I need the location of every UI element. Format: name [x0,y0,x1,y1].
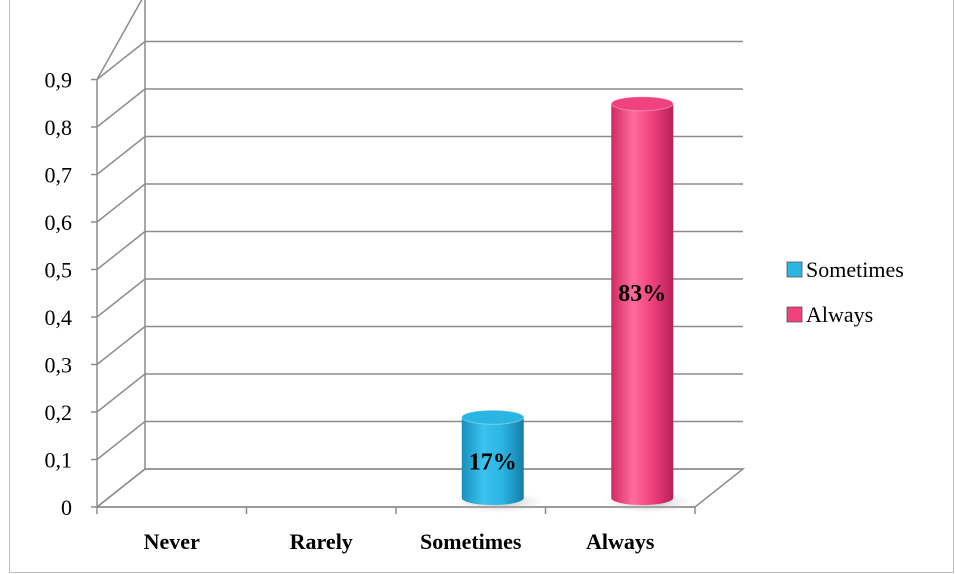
bar-top [461,409,525,425]
side-wall-top-edge [96,0,143,80]
gridline-side [96,40,146,81]
y-axis: 0 0,1 0,2 0,3 0,4 0,5 0,6 0,7 0,8 0,9 [45,68,98,520]
x-category-label: Never [144,529,200,554]
x-category-label: Rarely [290,529,353,554]
y-tick-label: 0,3 [45,353,73,378]
gridline-side [96,420,146,461]
legend-label: Sometimes [806,257,904,282]
gridline-side [96,88,146,128]
bar-body [461,417,524,506]
x-axis: Never Rarely Sometimes Always [96,506,696,554]
gridline-side [96,183,146,223]
gridline-side [96,230,146,271]
legend-item-sometimes: Sometimes [786,257,904,282]
legend-label: Always [806,302,873,327]
data-label: 17% [469,450,517,476]
bars: 17% 83% [453,96,694,513]
data-label: 83% [618,281,666,307]
y-tick-label: 0,6 [45,210,73,235]
gridline-side [96,468,146,508]
legend-item-always: Always [786,302,873,327]
legend-swatch [786,306,803,323]
y-tick-label: 0,7 [45,163,73,188]
legend: Sometimes Always [786,257,904,327]
y-tick-label: 0,5 [45,258,73,283]
bar-top [610,96,674,112]
x-category-label: Always [586,529,655,554]
legend-swatch [786,261,803,278]
gridline-side [96,325,146,366]
gridline-side [96,373,146,413]
y-tick-label: 0 [61,495,72,520]
y-tick-label: 0,1 [45,448,73,473]
gridline-side [96,135,146,176]
y-tick-label: 0,4 [45,305,73,330]
x-category-label: Sometimes [420,529,522,554]
bar-sometimes: 17% [453,409,544,513]
y-tick-label: 0,8 [45,115,73,140]
gridline-side [96,278,146,318]
bar-body [611,103,674,506]
y-tick-label: 0,9 [45,68,73,93]
bar-always: 83% [603,96,694,513]
y-tick-label: 0,2 [45,400,73,425]
